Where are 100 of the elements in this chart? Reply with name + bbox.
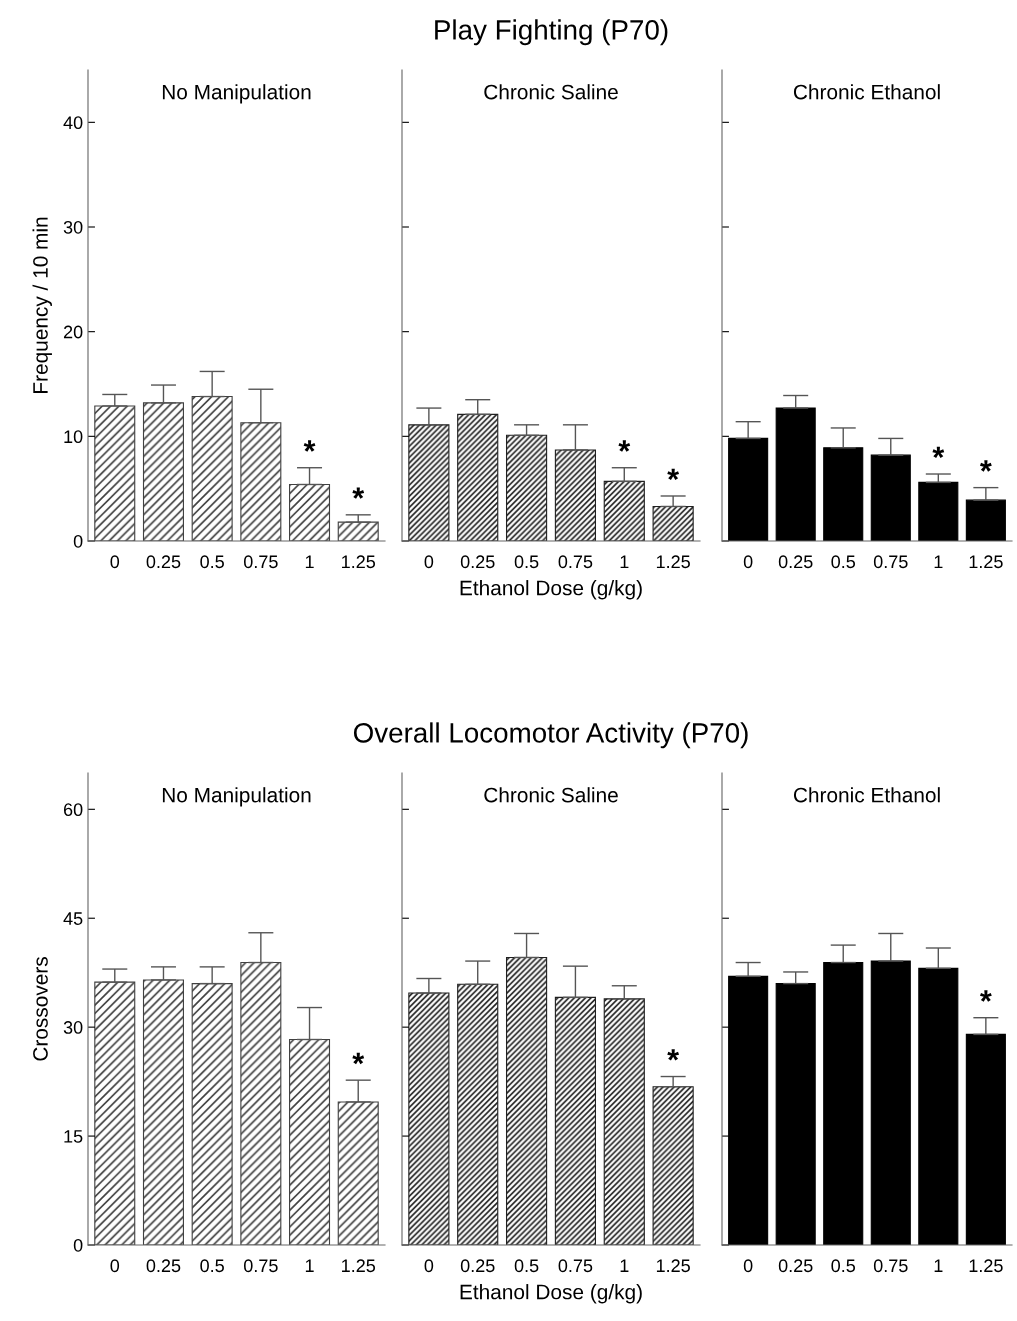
x-tick-label: 0.25	[778, 555, 813, 569]
bar	[965, 1033, 1006, 1245]
x-tick-label: 0.5	[831, 555, 856, 569]
x-tick-label: 1.25	[969, 1259, 1003, 1273]
x-tick-label: 1	[305, 555, 314, 568]
x-tick-label: 0	[424, 1259, 434, 1273]
bar	[408, 424, 450, 541]
bar	[775, 407, 816, 541]
x-axis-title: Ethanol Dose (g/kg)	[460, 1284, 642, 1304]
y-tick-label: 45	[63, 912, 83, 925]
bar	[337, 521, 379, 541]
x-tick-label: 1.25	[656, 1259, 690, 1273]
x-tick-label: 0.75	[243, 1259, 278, 1273]
y-tick-label: 40	[63, 116, 83, 130]
x-tick-label: 0.75	[558, 555, 593, 569]
bar	[191, 983, 233, 1245]
bar	[240, 961, 282, 1245]
chart-title: Overall Locomotor Activity (P70)	[353, 722, 748, 749]
bar	[505, 434, 548, 541]
bar	[823, 961, 864, 1245]
annotation: *	[303, 440, 316, 452]
y-tick-label: 10	[64, 430, 83, 444]
text: No Manipulation	[162, 84, 311, 104]
x-tick-label: 0.25	[778, 1259, 813, 1273]
annotation: *	[667, 1049, 680, 1061]
chart-title: Play Fighting (P70)	[435, 19, 668, 46]
bar	[603, 998, 645, 1245]
annotation: *	[980, 990, 992, 1002]
y-tick-label: 0	[73, 534, 83, 548]
x-tick-label: 0	[110, 1259, 120, 1273]
bar	[505, 956, 548, 1245]
x-tick-label: 1.25	[656, 555, 690, 569]
x-tick-label: 1.25	[342, 555, 376, 569]
x-tick-label: 0.75	[243, 555, 278, 569]
y-tick-label: 20	[63, 325, 83, 339]
y-axis-title: Crossovers	[33, 957, 48, 1061]
bar	[965, 499, 1006, 541]
bar	[554, 449, 597, 541]
bar	[94, 405, 136, 541]
x-tick-label: 1	[305, 1259, 314, 1272]
x-tick-label: 0.5	[514, 1259, 539, 1273]
bar	[870, 960, 911, 1245]
bar	[289, 483, 331, 541]
x-tick-label: 0	[424, 555, 434, 569]
annotation: *	[667, 468, 680, 480]
bar	[142, 979, 184, 1245]
bar	[918, 481, 959, 541]
x-tick-label: 0.5	[200, 555, 224, 569]
x-tick-label: 1.25	[342, 1259, 376, 1273]
text: Chronic Ethanol	[793, 84, 940, 100]
y-tick-label: 60	[63, 803, 83, 817]
bar	[652, 505, 694, 541]
annotation: *	[980, 460, 992, 472]
bar	[408, 992, 450, 1245]
x-tick-label: 0.25	[460, 1259, 495, 1273]
text: Chronic Ethanol	[793, 787, 940, 803]
y-tick-label: 30	[63, 1021, 83, 1034]
bar	[457, 983, 499, 1245]
bar	[870, 454, 911, 541]
x-tick-label: 0.25	[146, 555, 181, 569]
x-tick-label: 0	[110, 555, 120, 569]
x-tick-label: 0.25	[460, 555, 495, 569]
bar	[191, 396, 233, 541]
y-tick-label: 0	[73, 1238, 83, 1252]
bar	[289, 1038, 331, 1245]
bar	[603, 480, 645, 541]
x-tick-label: 1	[934, 1259, 943, 1272]
bar	[554, 996, 597, 1245]
y-tick-label: 30	[63, 220, 83, 234]
bar	[337, 1101, 379, 1245]
annotation: *	[352, 1052, 365, 1065]
text: No Manipulation	[162, 787, 311, 807]
bar	[142, 402, 184, 541]
x-tick-label: 0.75	[873, 555, 908, 569]
x-tick-label: 1	[934, 555, 943, 568]
y-axis-title: Frequency / 10 min	[32, 217, 52, 393]
x-tick-label: 0.5	[200, 1259, 224, 1273]
bar	[457, 413, 499, 541]
x-tick-label: 0.5	[831, 1259, 856, 1273]
x-tick-label: 0.25	[146, 1259, 181, 1273]
x-tick-label: 1	[620, 555, 629, 568]
x-tick-label: 1	[620, 1259, 629, 1272]
x-axis-title: Ethanol Dose (g/kg)	[460, 580, 642, 600]
x-tick-label: 1.25	[969, 555, 1003, 569]
bar	[918, 967, 959, 1245]
y-tick-label: 15	[64, 1130, 83, 1143]
bar	[652, 1086, 694, 1245]
annotation: *	[618, 440, 631, 452]
x-tick-label: 0	[743, 1259, 753, 1273]
x-tick-label: 0.75	[558, 1259, 593, 1273]
text: Chronic Saline	[484, 787, 618, 803]
annotation: *	[352, 487, 365, 499]
annotation: *	[932, 446, 945, 459]
bar	[240, 422, 282, 541]
bar	[823, 447, 864, 541]
text: Chronic Saline	[484, 84, 618, 100]
bar	[94, 981, 136, 1245]
x-tick-label: 0.75	[873, 1259, 908, 1273]
bar	[775, 983, 816, 1245]
x-tick-label: 0	[743, 555, 753, 569]
